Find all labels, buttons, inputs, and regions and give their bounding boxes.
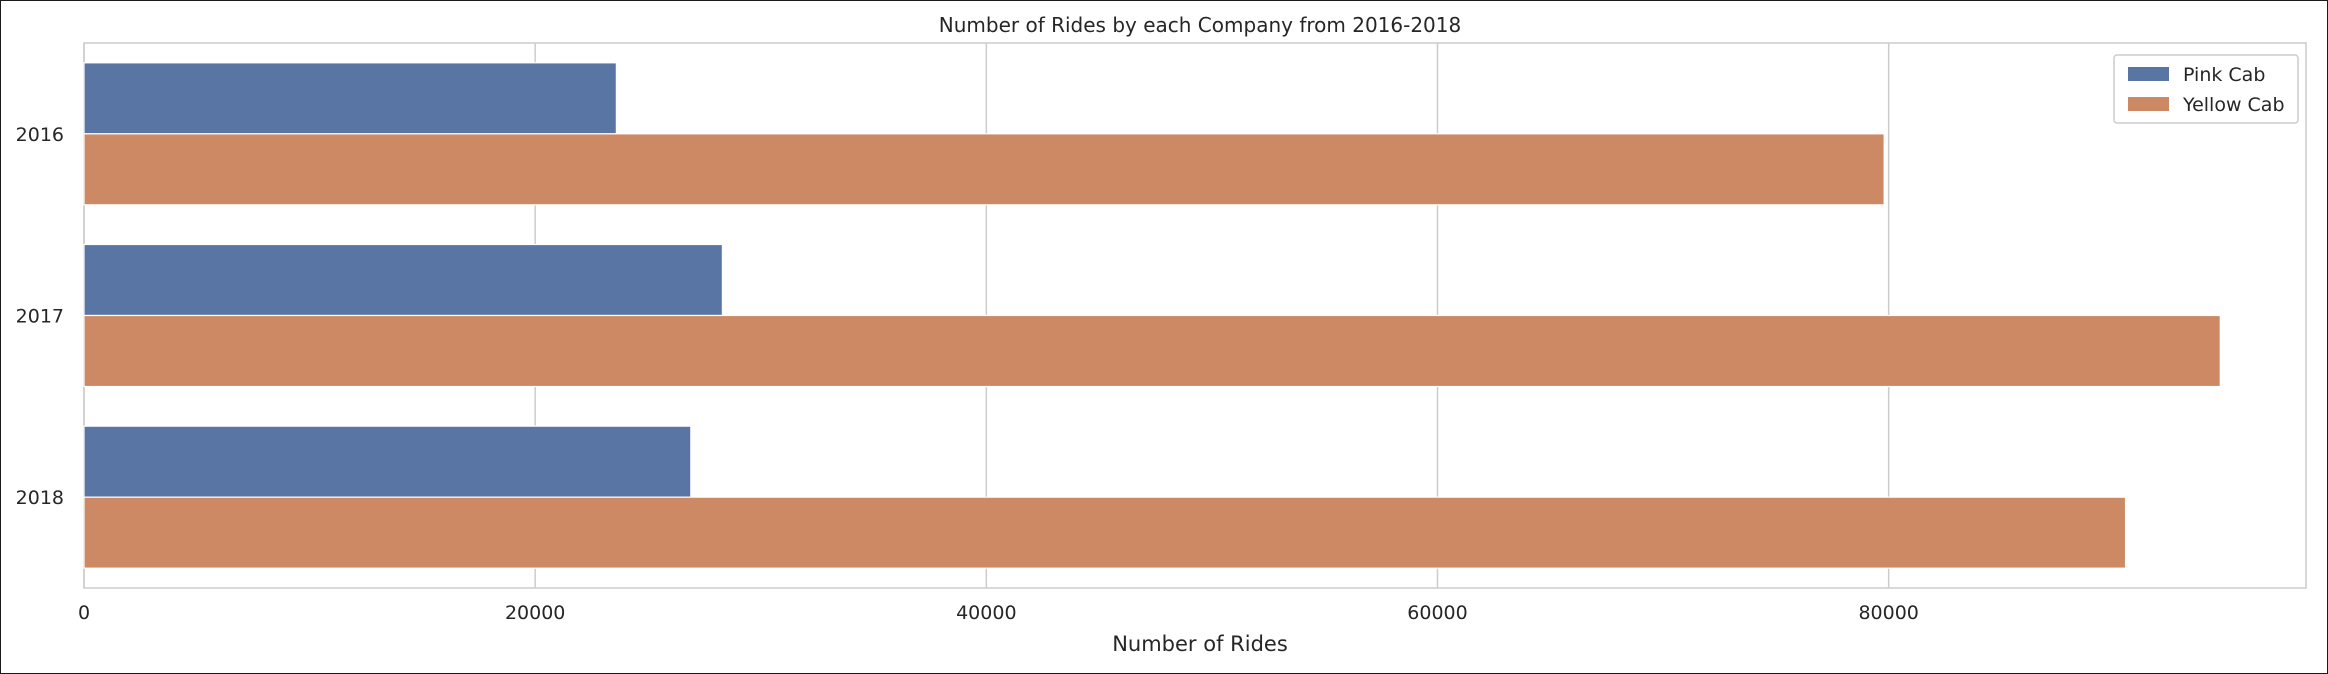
y-tick-labels: 2016 2017 2018 <box>16 124 64 509</box>
y-tick-label: 2016 <box>16 124 64 146</box>
y-tick-label: 2017 <box>16 306 64 328</box>
legend-label-pink-cab: Pink Cab <box>2183 64 2265 86</box>
x-axis-label: Number of Rides <box>1112 632 1288 656</box>
bar-pink-cab-2018 <box>83 425 692 498</box>
legend-swatch-yellow-cab <box>2128 97 2169 111</box>
legend-swatch-pink-cab <box>2128 67 2169 81</box>
bar-yellow-cab-2018 <box>83 496 2127 569</box>
bars <box>83 62 2221 569</box>
x-tick-label: 0 <box>78 602 90 624</box>
chart-title: Number of Rides by each Company from 201… <box>939 13 1461 37</box>
x-tick-label: 60000 <box>1407 602 1467 624</box>
bar-pink-cab-2016 <box>83 62 617 135</box>
bar-pink-cab-2017 <box>83 243 724 317</box>
x-tick-label: 40000 <box>956 602 1016 624</box>
bar-yellow-cab-2016 <box>83 133 1885 206</box>
x-tick-label: 20000 <box>505 602 565 624</box>
legend-label-yellow-cab: Yellow Cab <box>2182 94 2285 116</box>
bar-yellow-cab-2017 <box>83 314 2221 388</box>
legend: Pink Cab Yellow Cab <box>2113 54 2299 124</box>
x-tick-label: 80000 <box>1858 602 1918 624</box>
x-tick-labels: 0 20000 40000 60000 80000 <box>78 602 1919 624</box>
y-tick-label: 2018 <box>16 487 64 509</box>
